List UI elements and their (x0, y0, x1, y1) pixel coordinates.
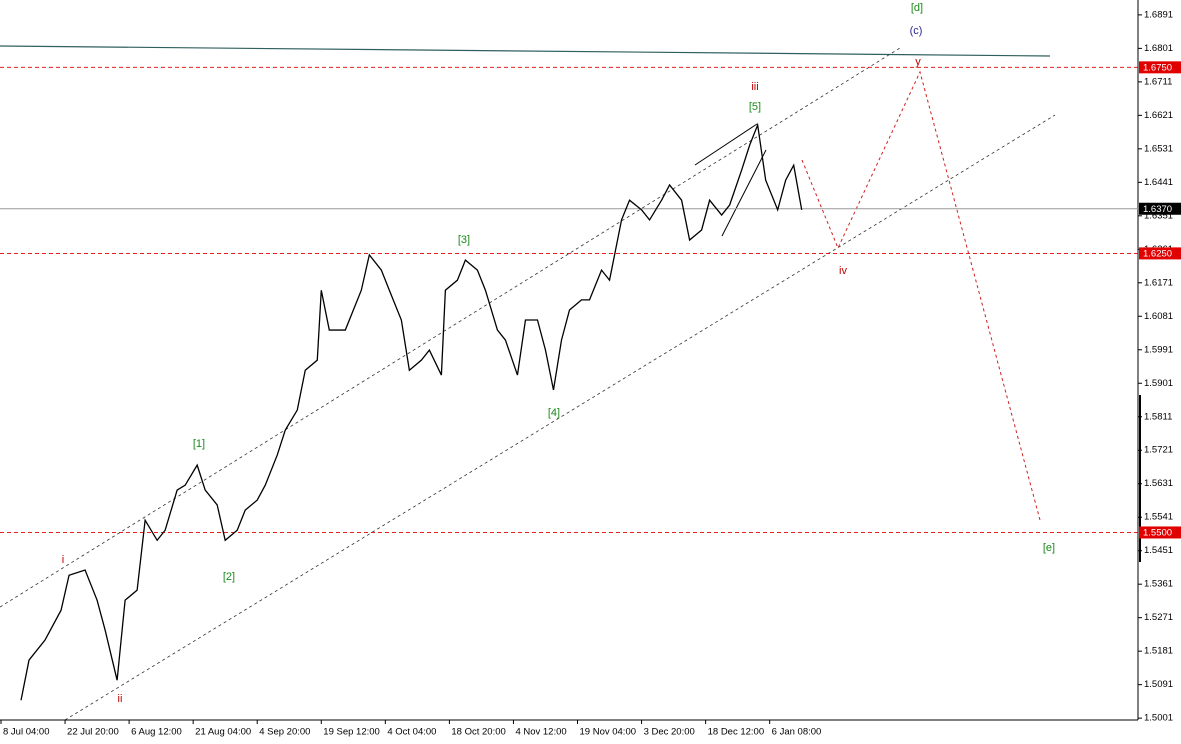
x-tick-label: 18 Oct 20:00 (451, 727, 505, 738)
x-tick-label: 4 Sep 20:00 (259, 727, 310, 738)
x-tick-label: 8 Jul 04:00 (3, 727, 49, 738)
y-tick-label: 1.6711 (1144, 76, 1172, 87)
y-tick-label: 1.5361 (1144, 579, 1173, 590)
level-tag (1139, 526, 1181, 539)
level-label: 1.6750 (1143, 62, 1172, 73)
x-tick-label: 19 Nov 04:00 (580, 727, 637, 738)
y-tick-label: 1.5811 (1144, 411, 1172, 422)
level-tag (1139, 247, 1181, 260)
level-label: 1.6370 (1143, 204, 1172, 215)
wedge-line (694, 123, 758, 166)
x-tick-label: 19 Sep 12:00 (323, 727, 380, 738)
x-tick-label: 6 Aug 12:00 (131, 727, 182, 738)
level-label: 1.6250 (1143, 248, 1172, 259)
x-tick-label: 4 Nov 12:00 (515, 727, 566, 738)
level-tag (1139, 61, 1181, 74)
y-tick-label: 1.6531 (1144, 143, 1173, 154)
channel-line (64, 114, 1056, 721)
x-tick-label: 18 Dec 12:00 (708, 727, 765, 738)
y-tick-label: 1.5001 (1144, 713, 1173, 724)
y-tick-label: 1.6171 (1144, 277, 1173, 288)
wave-label: (c) (910, 25, 923, 37)
wave-label: [5] (749, 101, 761, 113)
wave-label: [2] (223, 571, 235, 583)
wave-label: y (915, 56, 921, 68)
x-tick-label: 21 Aug 04:00 (195, 727, 251, 738)
y-tick-label: 1.6351 (1144, 210, 1173, 221)
y-tick-label: 1.5091 (1144, 679, 1173, 690)
y-tick-label: 1.6891 (1144, 9, 1173, 20)
wave-label: [1] (193, 438, 205, 450)
x-tick-label: 6 Jan 08:00 (772, 727, 822, 738)
y-tick-label: 1.5721 (1144, 445, 1173, 456)
trend-line (0, 45, 1051, 57)
x-tick-label: 22 Jul 20:00 (67, 727, 119, 738)
wedge-line (721, 149, 767, 237)
wave-label: i (62, 554, 64, 566)
y-tick-label: 1.6621 (1144, 110, 1173, 121)
x-tick-label: 4 Oct 04:00 (387, 727, 436, 738)
channel-line (0, 47, 901, 608)
x-tick-label: 3 Dec 20:00 (644, 727, 695, 738)
level-label: 1.5500 (1143, 527, 1172, 538)
wave-label: [3] (458, 234, 470, 246)
y-tick-label: 1.5451 (1144, 545, 1173, 556)
y-tick-label: 1.6441 (1144, 177, 1173, 188)
y-tick-label: 1.6801 (1144, 43, 1173, 54)
wave-label: iii (751, 81, 758, 93)
price-line (20, 122, 803, 701)
y-tick-label: 1.5181 (1144, 646, 1173, 657)
y-tick-label: 1.6081 (1144, 311, 1173, 322)
drawings (0, 0, 1141, 721)
wave-label: [4] (548, 407, 560, 419)
wave-label: iv (839, 265, 847, 277)
wave-label: ii (118, 693, 123, 705)
projection-path (801, 70, 1041, 521)
y-tick-label: 1.5271 (1144, 612, 1173, 623)
y-tick-label: 1.5991 (1144, 344, 1173, 355)
y-tick-label: 1.5631 (1144, 478, 1173, 489)
y-tick-label: 1.5541 (1144, 512, 1173, 523)
wave-label: [e] (1043, 542, 1055, 554)
wave-label: [d] (911, 2, 923, 14)
level-tag (1139, 202, 1181, 215)
y-tick-label: 1.5901 (1144, 378, 1173, 389)
